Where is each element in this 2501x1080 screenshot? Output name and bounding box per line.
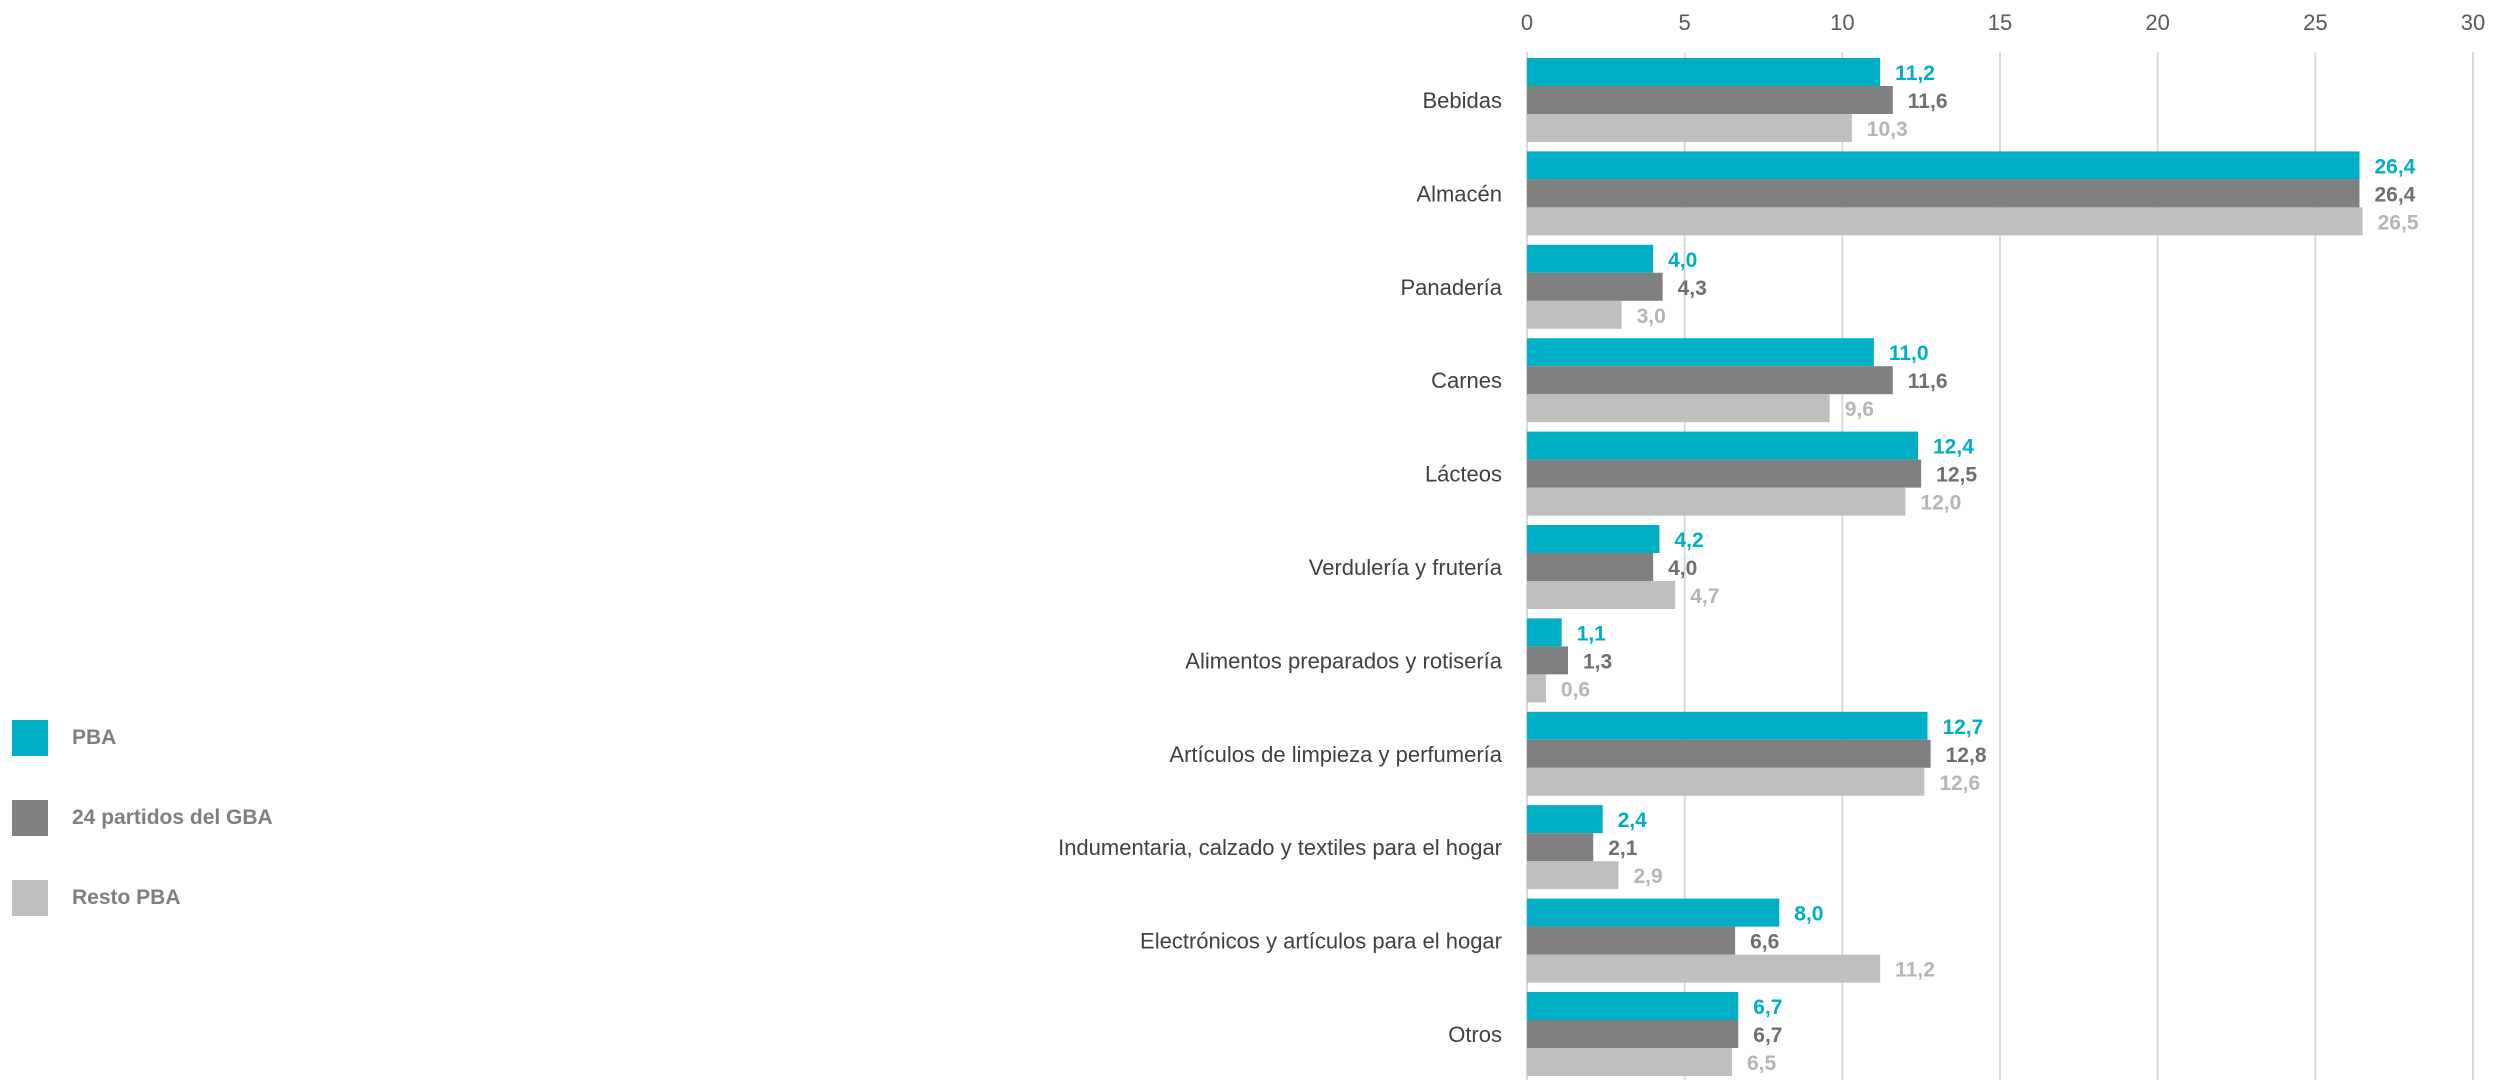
bar (1527, 739, 1931, 768)
data-label: 4,2 (1674, 529, 1703, 552)
data-label: 8,0 (1794, 903, 1823, 926)
legend-item: 24 partidos del GBA (12, 800, 273, 836)
bar (1527, 431, 1919, 460)
legend-swatch (12, 800, 48, 836)
data-label: 11,6 (1908, 370, 1948, 393)
data-label: 12,7 (1942, 716, 1983, 739)
bar (1527, 954, 1881, 983)
data-label: 2,4 (1618, 809, 1648, 832)
legend-item: Resto PBA (12, 880, 181, 916)
bar (1527, 711, 1928, 740)
x-tick-label: 10 (1830, 10, 1854, 35)
data-label: 3,0 (1637, 305, 1666, 328)
bar (1527, 151, 2360, 180)
data-label: 9,6 (1845, 398, 1874, 421)
data-label: 6,7 (1753, 1024, 1782, 1047)
data-label: 12,5 (1936, 464, 1977, 487)
category-label: Alimentos preparados y rotisería (1185, 648, 1502, 673)
bar (1527, 179, 2360, 208)
bar (1527, 674, 1546, 703)
data-label: 6,5 (1747, 1052, 1777, 1075)
data-label: 11,6 (1908, 90, 1948, 113)
category-label: Artículos de limpieza y perfumería (1169, 742, 1502, 767)
data-label: 26,5 (2378, 211, 2419, 234)
bar (1527, 926, 1736, 955)
bar (1527, 618, 1562, 647)
data-label: 0,6 (1561, 678, 1590, 701)
bar (1527, 366, 1893, 395)
bar (1527, 861, 1619, 890)
category-label: Panadería (1400, 275, 1502, 300)
data-label: 26,4 (2374, 183, 2415, 206)
bar (1527, 833, 1594, 862)
category-label: Bebidas (1422, 88, 1502, 113)
bar (1527, 394, 1830, 423)
bar (1527, 487, 1906, 516)
bar (1527, 992, 1739, 1020)
data-label: 12,8 (1946, 744, 1987, 767)
data-label: 11,2 (1895, 959, 1935, 982)
legend-label: 24 partidos del GBA (72, 806, 273, 829)
data-label: 4,3 (1678, 277, 1707, 300)
x-tick-label: 0 (1521, 10, 1533, 35)
category-label: Verdulería y frutería (1309, 555, 1503, 580)
bar (1527, 459, 1922, 488)
data-label: 4,7 (1690, 585, 1719, 608)
bar (1527, 272, 1663, 301)
category-label: Lácteos (1425, 462, 1502, 487)
legend-swatch (12, 880, 48, 916)
data-label: 11,2 (1895, 62, 1935, 85)
data-label: 1,3 (1583, 650, 1612, 673)
data-label: 26,4 (2374, 155, 2415, 178)
bar (1527, 86, 1893, 114)
bar (1527, 1020, 1739, 1048)
bar (1527, 300, 1622, 329)
data-label: 4,0 (1668, 557, 1697, 580)
legend-item: PBA (12, 720, 116, 756)
data-label: 1,1 (1577, 622, 1607, 645)
data-labels: 11,211,610,326,426,426,54,04,33,011,011,… (1561, 62, 2419, 1075)
legend-swatch (12, 720, 48, 756)
category-label: Indumentaria, calzado y textiles para el… (1058, 835, 1502, 860)
x-axis-ticks: 0 5 10 15 20 25 30 (1521, 10, 2485, 35)
bar (1527, 58, 1881, 86)
bar (1527, 581, 1676, 609)
category-labels: Bebidas Almacén Panadería Carnes Lácteos Verd… (1058, 88, 1503, 1047)
data-label: 4,0 (1668, 249, 1697, 272)
x-tick-label: 25 (2303, 10, 2327, 35)
bars (1527, 58, 2363, 1076)
bar (1527, 244, 1654, 273)
bar (1527, 553, 1654, 581)
data-label: 12,6 (1939, 772, 1980, 795)
bar (1527, 525, 1660, 553)
data-label: 6,6 (1750, 931, 1779, 954)
data-label: 6,7 (1753, 996, 1782, 1019)
data-label: 2,9 (1633, 865, 1662, 888)
category-label: Almacén (1416, 181, 1502, 206)
data-label: 12,4 (1933, 436, 1974, 459)
bar (1527, 805, 1603, 834)
category-label: Otros (1448, 1022, 1502, 1047)
bar (1527, 207, 2363, 236)
x-tick-label: 5 (1679, 10, 1691, 35)
data-label: 12,0 (1920, 492, 1961, 515)
bar (1527, 767, 1925, 796)
bar (1527, 646, 1568, 675)
category-label: Electrónicos y artículos para el hogar (1140, 929, 1502, 954)
category-label: Carnes (1431, 368, 1502, 393)
x-tick-label: 30 (2461, 10, 2485, 35)
x-tick-label: 20 (2145, 10, 2169, 35)
bar (1527, 338, 1874, 367)
legend-label: PBA (72, 726, 117, 749)
data-label: 2,1 (1608, 837, 1638, 860)
x-tick-label: 15 (1988, 10, 2012, 35)
bar (1527, 1048, 1732, 1076)
legend-label: Resto PBA (72, 886, 181, 909)
data-label: 10,3 (1867, 118, 1908, 141)
bar (1527, 898, 1780, 927)
data-label: 11,0 (1889, 342, 1929, 365)
bar (1527, 114, 1852, 142)
